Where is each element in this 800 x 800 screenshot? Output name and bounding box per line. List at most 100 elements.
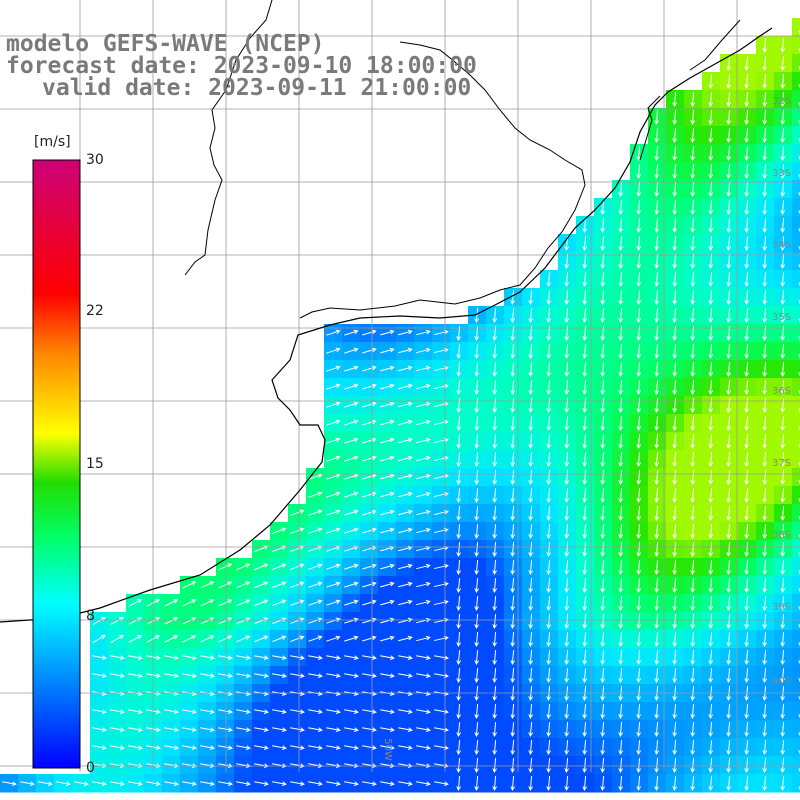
wind-arrow	[690, 181, 696, 198]
wind-arrow	[456, 505, 462, 522]
wind-arrow	[200, 599, 215, 607]
wind-arrow	[636, 145, 642, 162]
wind-arrow	[416, 401, 431, 408]
wind-cell	[792, 756, 800, 775]
wind-arrow	[654, 703, 660, 720]
wind-arrow	[690, 739, 696, 756]
wind-arrow	[326, 509, 341, 516]
wind-arrow	[564, 487, 570, 504]
wind-arrow	[582, 343, 588, 360]
wind-arrow	[546, 505, 552, 522]
wind-arrow	[708, 577, 714, 594]
wind-arrow	[762, 181, 768, 198]
wind-arrow	[762, 91, 768, 108]
wind-arrow	[528, 433, 534, 450]
wind-arrow	[344, 563, 359, 570]
wind-arrow	[380, 673, 395, 678]
wind-arrow	[510, 703, 516, 720]
wind-arrow	[564, 721, 570, 738]
wind-arrow	[582, 451, 588, 468]
wind-arrow	[546, 451, 552, 468]
wind-arrow	[690, 289, 696, 306]
wind-arrow	[762, 433, 768, 450]
wind-arrow	[398, 673, 413, 678]
wind-arrow	[492, 541, 498, 558]
wind-arrow	[380, 365, 395, 372]
wind-arrow	[564, 307, 570, 324]
wind-arrow	[744, 361, 750, 378]
wind-arrow	[510, 739, 516, 756]
wind-arrow	[726, 127, 732, 144]
wind-arrow	[618, 739, 624, 756]
wind-arrow	[690, 379, 696, 396]
wind-arrow	[492, 703, 498, 720]
coastline-south	[0, 27, 773, 623]
wind-arrow	[744, 775, 750, 792]
wind-arrow	[708, 505, 714, 522]
wind-arrow	[398, 599, 413, 606]
wind-arrow	[726, 343, 732, 360]
wind-arrow	[798, 696, 800, 701]
wind-arrow	[600, 235, 606, 252]
wind-arrow	[798, 138, 800, 143]
wind-arrow	[564, 703, 570, 720]
wind-arrow	[56, 781, 71, 786]
wind-arrow	[362, 599, 377, 606]
lat-label-34s: 34S	[772, 240, 792, 251]
colorbar-gradient	[32, 159, 81, 769]
wind-arrow	[564, 451, 570, 468]
wind-arrow	[164, 709, 179, 714]
wind-arrow	[416, 365, 431, 372]
wind-arrow	[762, 73, 768, 90]
wind-arrow	[582, 487, 588, 504]
wind-arrow	[798, 354, 800, 359]
wind-arrow	[362, 655, 377, 660]
wind-arrow	[290, 781, 305, 786]
wind-arrow	[780, 163, 786, 180]
wind-arrow	[798, 444, 800, 449]
wind-arrow	[726, 361, 732, 378]
colorbar-tick-8: 8	[86, 608, 95, 624]
wind-arrow	[744, 595, 750, 612]
wind-arrow	[726, 505, 732, 522]
wind-arrow	[546, 415, 552, 432]
wind-arrow	[564, 505, 570, 522]
wind-arrow	[690, 397, 696, 414]
wind-arrow	[362, 365, 377, 372]
wind-arrow	[564, 415, 570, 432]
wind-arrow	[744, 469, 750, 486]
wind-arrow	[744, 757, 750, 774]
wind-arrow	[690, 631, 696, 648]
wind-arrow	[344, 383, 359, 390]
wind-arrow	[780, 181, 786, 198]
wind-arrow	[762, 343, 768, 360]
wind-arrow	[654, 397, 660, 414]
wind-arrow	[744, 73, 750, 90]
wind-arrow	[726, 181, 732, 198]
wind-arrow	[762, 199, 768, 216]
wind-arrow	[456, 469, 462, 486]
wind-cell	[792, 738, 800, 757]
title-forecast-date: forecast date: 2023-09-10 18:00:00	[6, 53, 477, 79]
wind-arrow	[618, 253, 624, 270]
wind-arrow	[254, 581, 269, 589]
wind-arrow	[582, 649, 588, 666]
wind-arrow	[744, 397, 750, 414]
wind-arrow	[398, 509, 413, 516]
wind-cell	[792, 126, 800, 145]
wind-arrow	[564, 379, 570, 396]
wind-arrow	[492, 631, 498, 648]
wind-arrow	[492, 361, 498, 378]
wind-arrow	[308, 635, 323, 642]
wind-arrow	[744, 307, 750, 324]
wind-arrow	[708, 91, 714, 108]
wind-arrow	[164, 781, 179, 786]
wind-arrow	[744, 523, 750, 540]
wind-arrow	[546, 433, 552, 450]
wind-arrow	[398, 329, 413, 336]
wind-arrow	[474, 577, 480, 594]
wind-arrow	[362, 455, 377, 462]
wind-arrow	[510, 361, 516, 378]
wind-arrow	[236, 673, 251, 678]
